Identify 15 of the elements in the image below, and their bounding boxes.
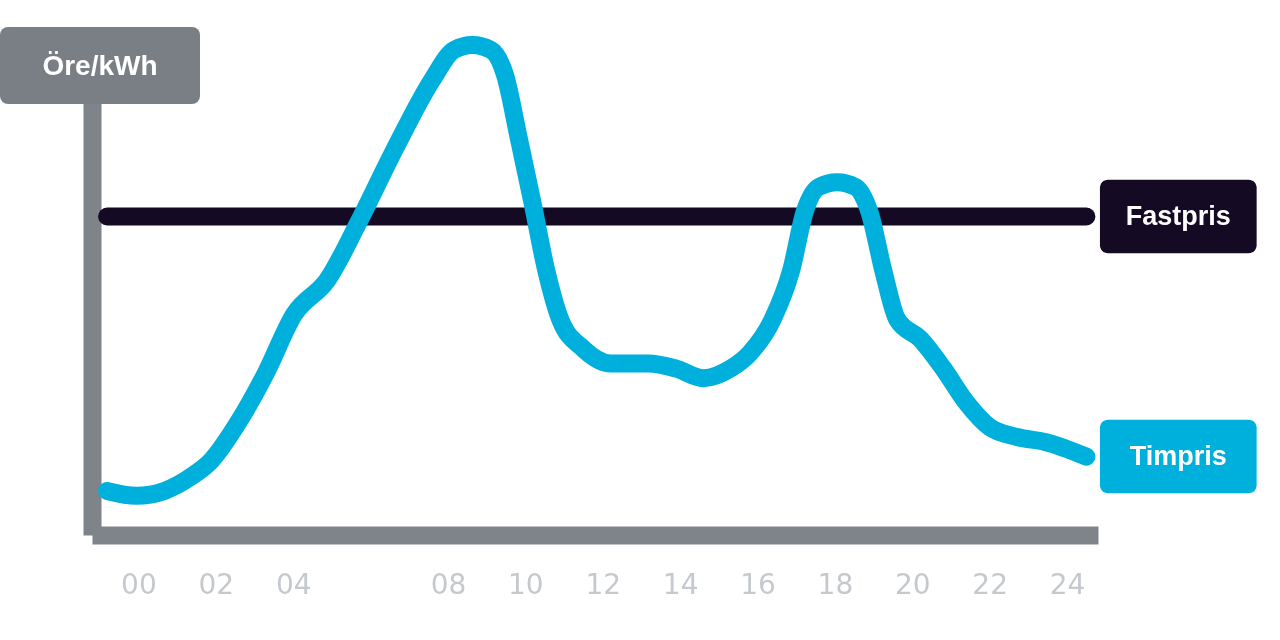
x-tick-label: 22 <box>972 567 1008 601</box>
x-tick-label: 14 <box>662 567 699 601</box>
x-tick-label: 08 <box>430 567 467 601</box>
series-label: Timpris <box>1129 440 1227 471</box>
x-tick-label: 18 <box>817 567 854 601</box>
x-tick-label: 00 <box>121 567 157 601</box>
x-tick-label: 20 <box>894 567 931 601</box>
x-tick-label: 10 <box>508 567 544 601</box>
x-tick-label: 04 <box>275 567 312 601</box>
x-tick-label: 24 <box>1049 567 1086 601</box>
series-label: Fastpris <box>1125 200 1231 231</box>
x-tick-label: 16 <box>740 567 776 601</box>
x-tick-label: 12 <box>585 567 622 601</box>
x-tick-label: 02 <box>198 567 235 601</box>
y-axis-title: Öre/kWh <box>0 27 200 104</box>
